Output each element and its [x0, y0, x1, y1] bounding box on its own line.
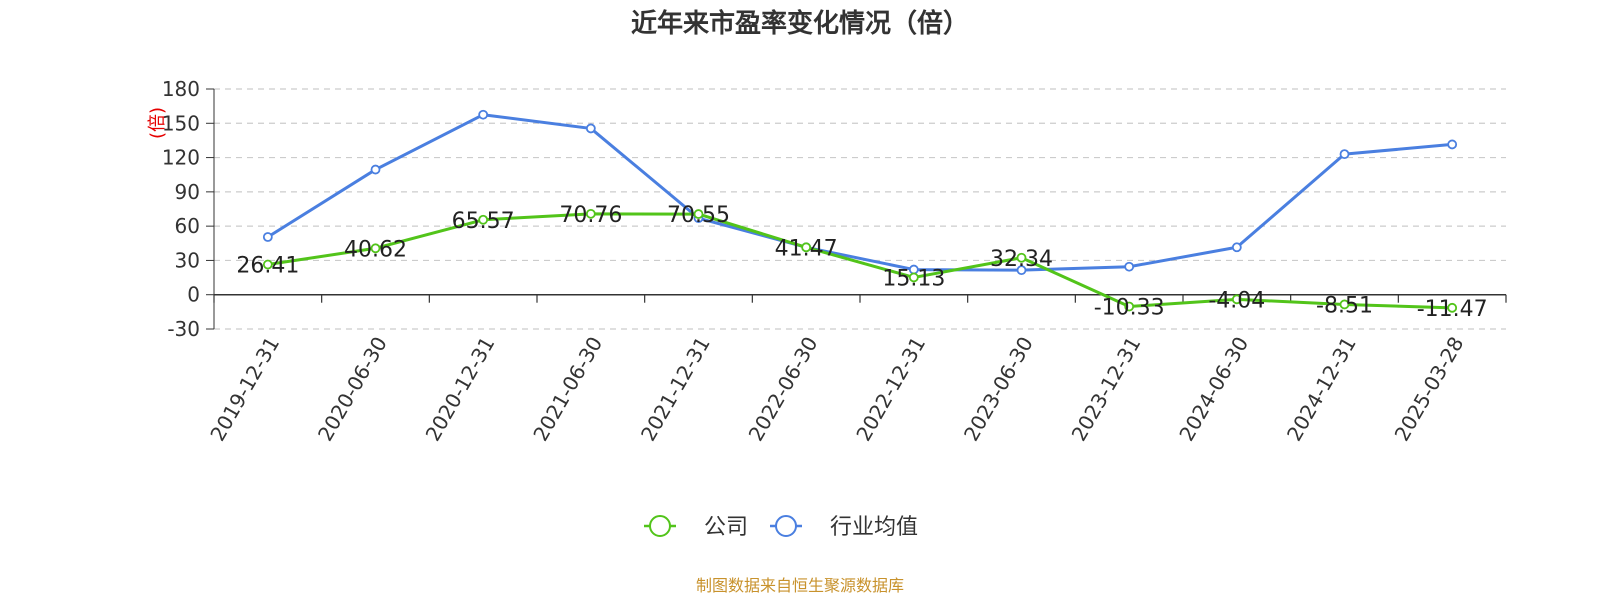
series-lines [262, 109, 1458, 313]
y-tick-label: 30 [175, 248, 200, 272]
chart-title: 近年来市盈率变化情况（倍） [631, 8, 969, 39]
y-axis-unit-label: (倍) [147, 107, 168, 139]
industry-data-point[interactable] [1231, 242, 1242, 253]
x-tick-label: 2025-03-28 [1390, 333, 1469, 446]
company-data-label: 40.62 [344, 237, 407, 262]
company-data-point[interactable] [370, 243, 381, 254]
grid-lines [214, 88, 1506, 330]
company-data-label: -4.04 [1208, 288, 1265, 313]
legend: 公司 行业均值 [644, 515, 918, 540]
company-data-point[interactable] [262, 259, 273, 270]
x-tick-label: 2024-12-31 [1282, 333, 1361, 446]
company-data-label: 70.76 [559, 203, 622, 228]
company-data-point[interactable] [1447, 302, 1458, 313]
company-data-point[interactable] [693, 209, 704, 219]
company-data-point[interactable] [1016, 252, 1027, 263]
x-tick-label: 2022-12-31 [851, 333, 930, 446]
industry-data-point[interactable] [478, 109, 489, 120]
x-tick-label: 2021-12-31 [636, 333, 715, 446]
company-data-label: 65.57 [452, 209, 515, 234]
company-data-label: 41.47 [775, 236, 838, 261]
legend-marker [649, 515, 671, 537]
company-data-label: -8.51 [1316, 293, 1373, 318]
x-tick-label: 2020-06-30 [313, 333, 392, 446]
y-tick-label: 150 [162, 111, 200, 135]
x-tick-label: 2020-12-31 [421, 333, 500, 446]
y-tick-label: -30 [167, 317, 200, 341]
x-tick-label: 2023-06-30 [959, 333, 1038, 446]
industry-series-line [267, 113, 1453, 272]
y-tick-label: 180 [162, 77, 200, 101]
industry-data-point[interactable] [585, 123, 596, 134]
industry-data-point[interactable] [1447, 139, 1458, 150]
industry-data-point[interactable] [1016, 265, 1027, 276]
company-data-point[interactable] [801, 242, 812, 253]
y-tick-label: 60 [175, 214, 200, 238]
industry-data-point[interactable] [370, 164, 381, 175]
company-data-point[interactable] [1231, 294, 1242, 305]
y-tick-label: 0 [187, 283, 200, 307]
x-tick-label: 2024-06-30 [1174, 333, 1253, 446]
y-tick-label: 120 [162, 146, 200, 170]
company-data-label: 70.55 [667, 203, 730, 228]
industry-data-point[interactable] [262, 232, 273, 242]
company-data-point[interactable] [585, 208, 596, 219]
legend-item-industry[interactable]: 行业均值 [770, 515, 918, 540]
company-data-label: 15.13 [882, 266, 945, 291]
legend-item-company[interactable]: 公司 [644, 515, 748, 540]
x-tick-label: 2021-06-30 [528, 333, 607, 446]
company-data-point[interactable] [1124, 301, 1135, 312]
company-series-line [267, 212, 1453, 310]
x-tick-label: 2023-12-31 [1067, 333, 1146, 446]
company-data-point[interactable] [478, 214, 489, 225]
legend-marker [775, 515, 797, 537]
company-data-label: 26.41 [236, 254, 299, 279]
company-data-point[interactable] [908, 272, 919, 283]
company-data-label: -10.33 [1094, 296, 1165, 321]
company-data-label: 32.34 [990, 247, 1053, 272]
legend-label: 行业均值 [830, 515, 918, 540]
source-note: 制图数据来自恒生聚源数据库 [696, 576, 904, 595]
company-data-point[interactable] [1339, 299, 1350, 310]
x-tick-label: 2019-12-31 [205, 333, 284, 446]
company-data-label: -11.47 [1417, 297, 1488, 322]
legend-label: 公司 [704, 515, 748, 540]
data-labels: 26.41 40.62 65.57 70.76 70.55 41.47 15.13 32.34… [236, 203, 1487, 322]
industry-data-point[interactable] [1339, 149, 1350, 160]
y-tick-label: 90 [175, 180, 200, 204]
industry-data-point[interactable] [1124, 261, 1135, 272]
x-tick-label: 2022-06-30 [744, 333, 823, 446]
